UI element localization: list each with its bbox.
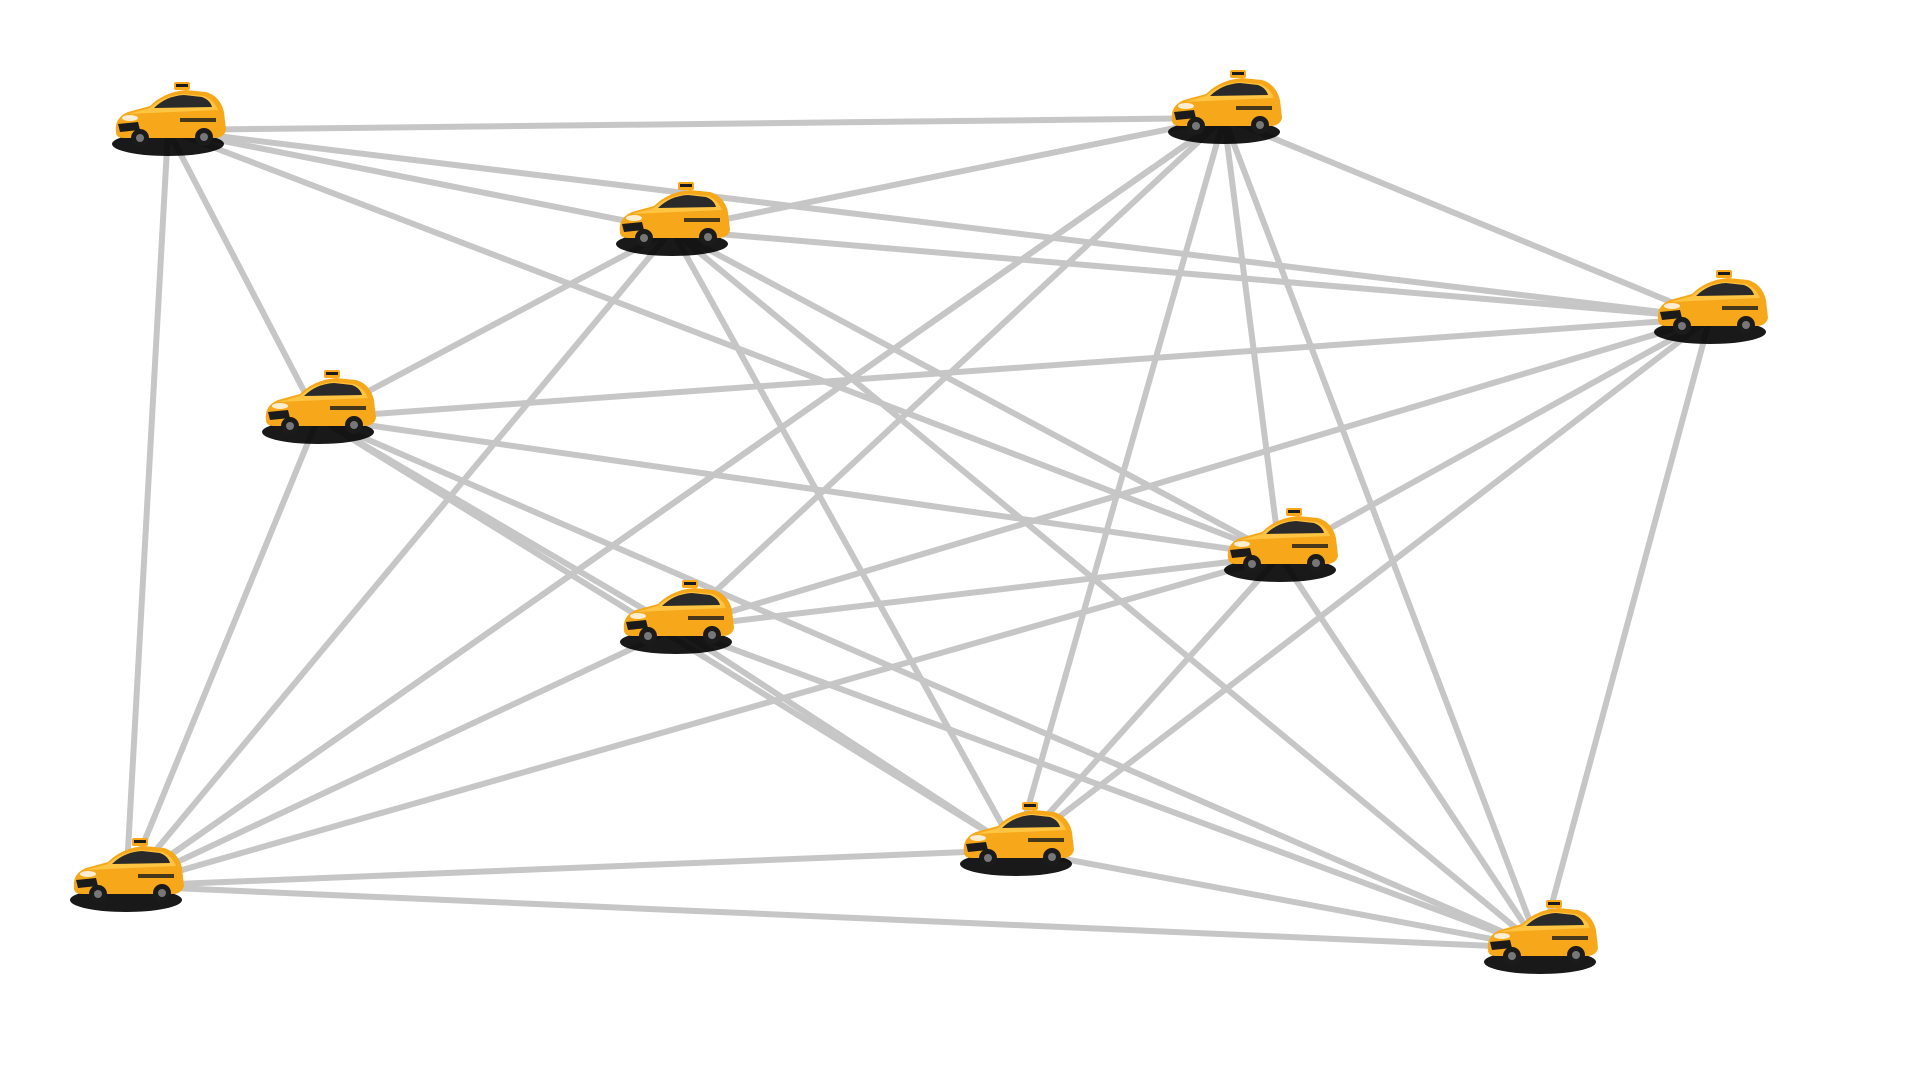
- edge-n1-n4: [165, 127, 1713, 321]
- edge-n1-n6: [165, 127, 1283, 559]
- taxi-car-icon-n6: [1224, 508, 1338, 582]
- edge-n9-n10: [1013, 847, 1543, 951]
- edge-n1-n8: [123, 127, 171, 889]
- edge-n5-n10: [315, 415, 1543, 951]
- edge-n2-n6: [669, 227, 1283, 559]
- nodes-layer: [70, 70, 1768, 974]
- edge-n1-n5: [165, 127, 321, 421]
- taxi-car-icon-n7: [620, 580, 734, 654]
- edge-n2-n4: [669, 227, 1713, 321]
- edges-layer: [123, 115, 1713, 951]
- edge-n4-n10: [1537, 315, 1713, 951]
- edge-n1-n3: [165, 115, 1227, 133]
- edge-n3-n6: [1221, 115, 1283, 559]
- edge-n6-n7: [673, 553, 1283, 631]
- edge-n2-n5: [315, 227, 675, 421]
- edge-n4-n9: [1013, 315, 1713, 853]
- edge-n8-n10: [123, 883, 1543, 951]
- edge-n1-n2: [165, 127, 675, 233]
- edge-n3-n9: [1013, 115, 1227, 853]
- edge-n4-n6: [1277, 315, 1713, 559]
- edge-n8-n9: [123, 847, 1019, 889]
- taxi-car-icon-n10: [1484, 900, 1598, 974]
- edge-n6-n9: [1013, 553, 1283, 853]
- edge-n7-n9: [673, 625, 1019, 853]
- edge-n7-n10: [673, 625, 1543, 951]
- edge-n4-n7: [673, 315, 1713, 631]
- edge-n8-n3: [123, 115, 1227, 889]
- edge-n2-n8: [123, 227, 675, 889]
- taxi-car-icon-n1: [112, 82, 226, 156]
- edge-n7-n8: [123, 625, 679, 889]
- taxi-car-icon-n5: [262, 370, 376, 444]
- edge-n5-n6: [315, 415, 1283, 559]
- edge-n2-n10: [669, 227, 1543, 951]
- edge-n6-n8: [123, 553, 1283, 889]
- edge-n3-n10: [1221, 115, 1543, 951]
- edge-n6-n10: [1277, 553, 1543, 951]
- edge-n5-n8: [123, 415, 321, 889]
- edge-n4-n5: [315, 315, 1713, 421]
- edge-n3-n4: [1221, 115, 1713, 321]
- edge-n2-n3: [669, 115, 1227, 233]
- taxi-car-icon-n4: [1654, 270, 1768, 344]
- edge-n2-n9: [669, 227, 1019, 853]
- taxi-car-icon-n3: [1168, 70, 1282, 144]
- taxi-car-icon-n9: [960, 802, 1074, 876]
